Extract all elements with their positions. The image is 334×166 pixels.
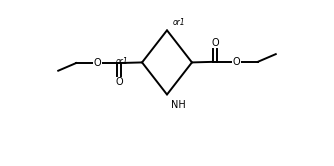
Text: or1: or1 <box>116 57 129 66</box>
Text: O: O <box>211 38 219 48</box>
Text: or1: or1 <box>173 18 186 27</box>
Text: NH: NH <box>171 100 186 110</box>
Text: O: O <box>94 58 101 68</box>
Text: O: O <box>233 57 240 67</box>
Text: O: O <box>115 77 123 87</box>
